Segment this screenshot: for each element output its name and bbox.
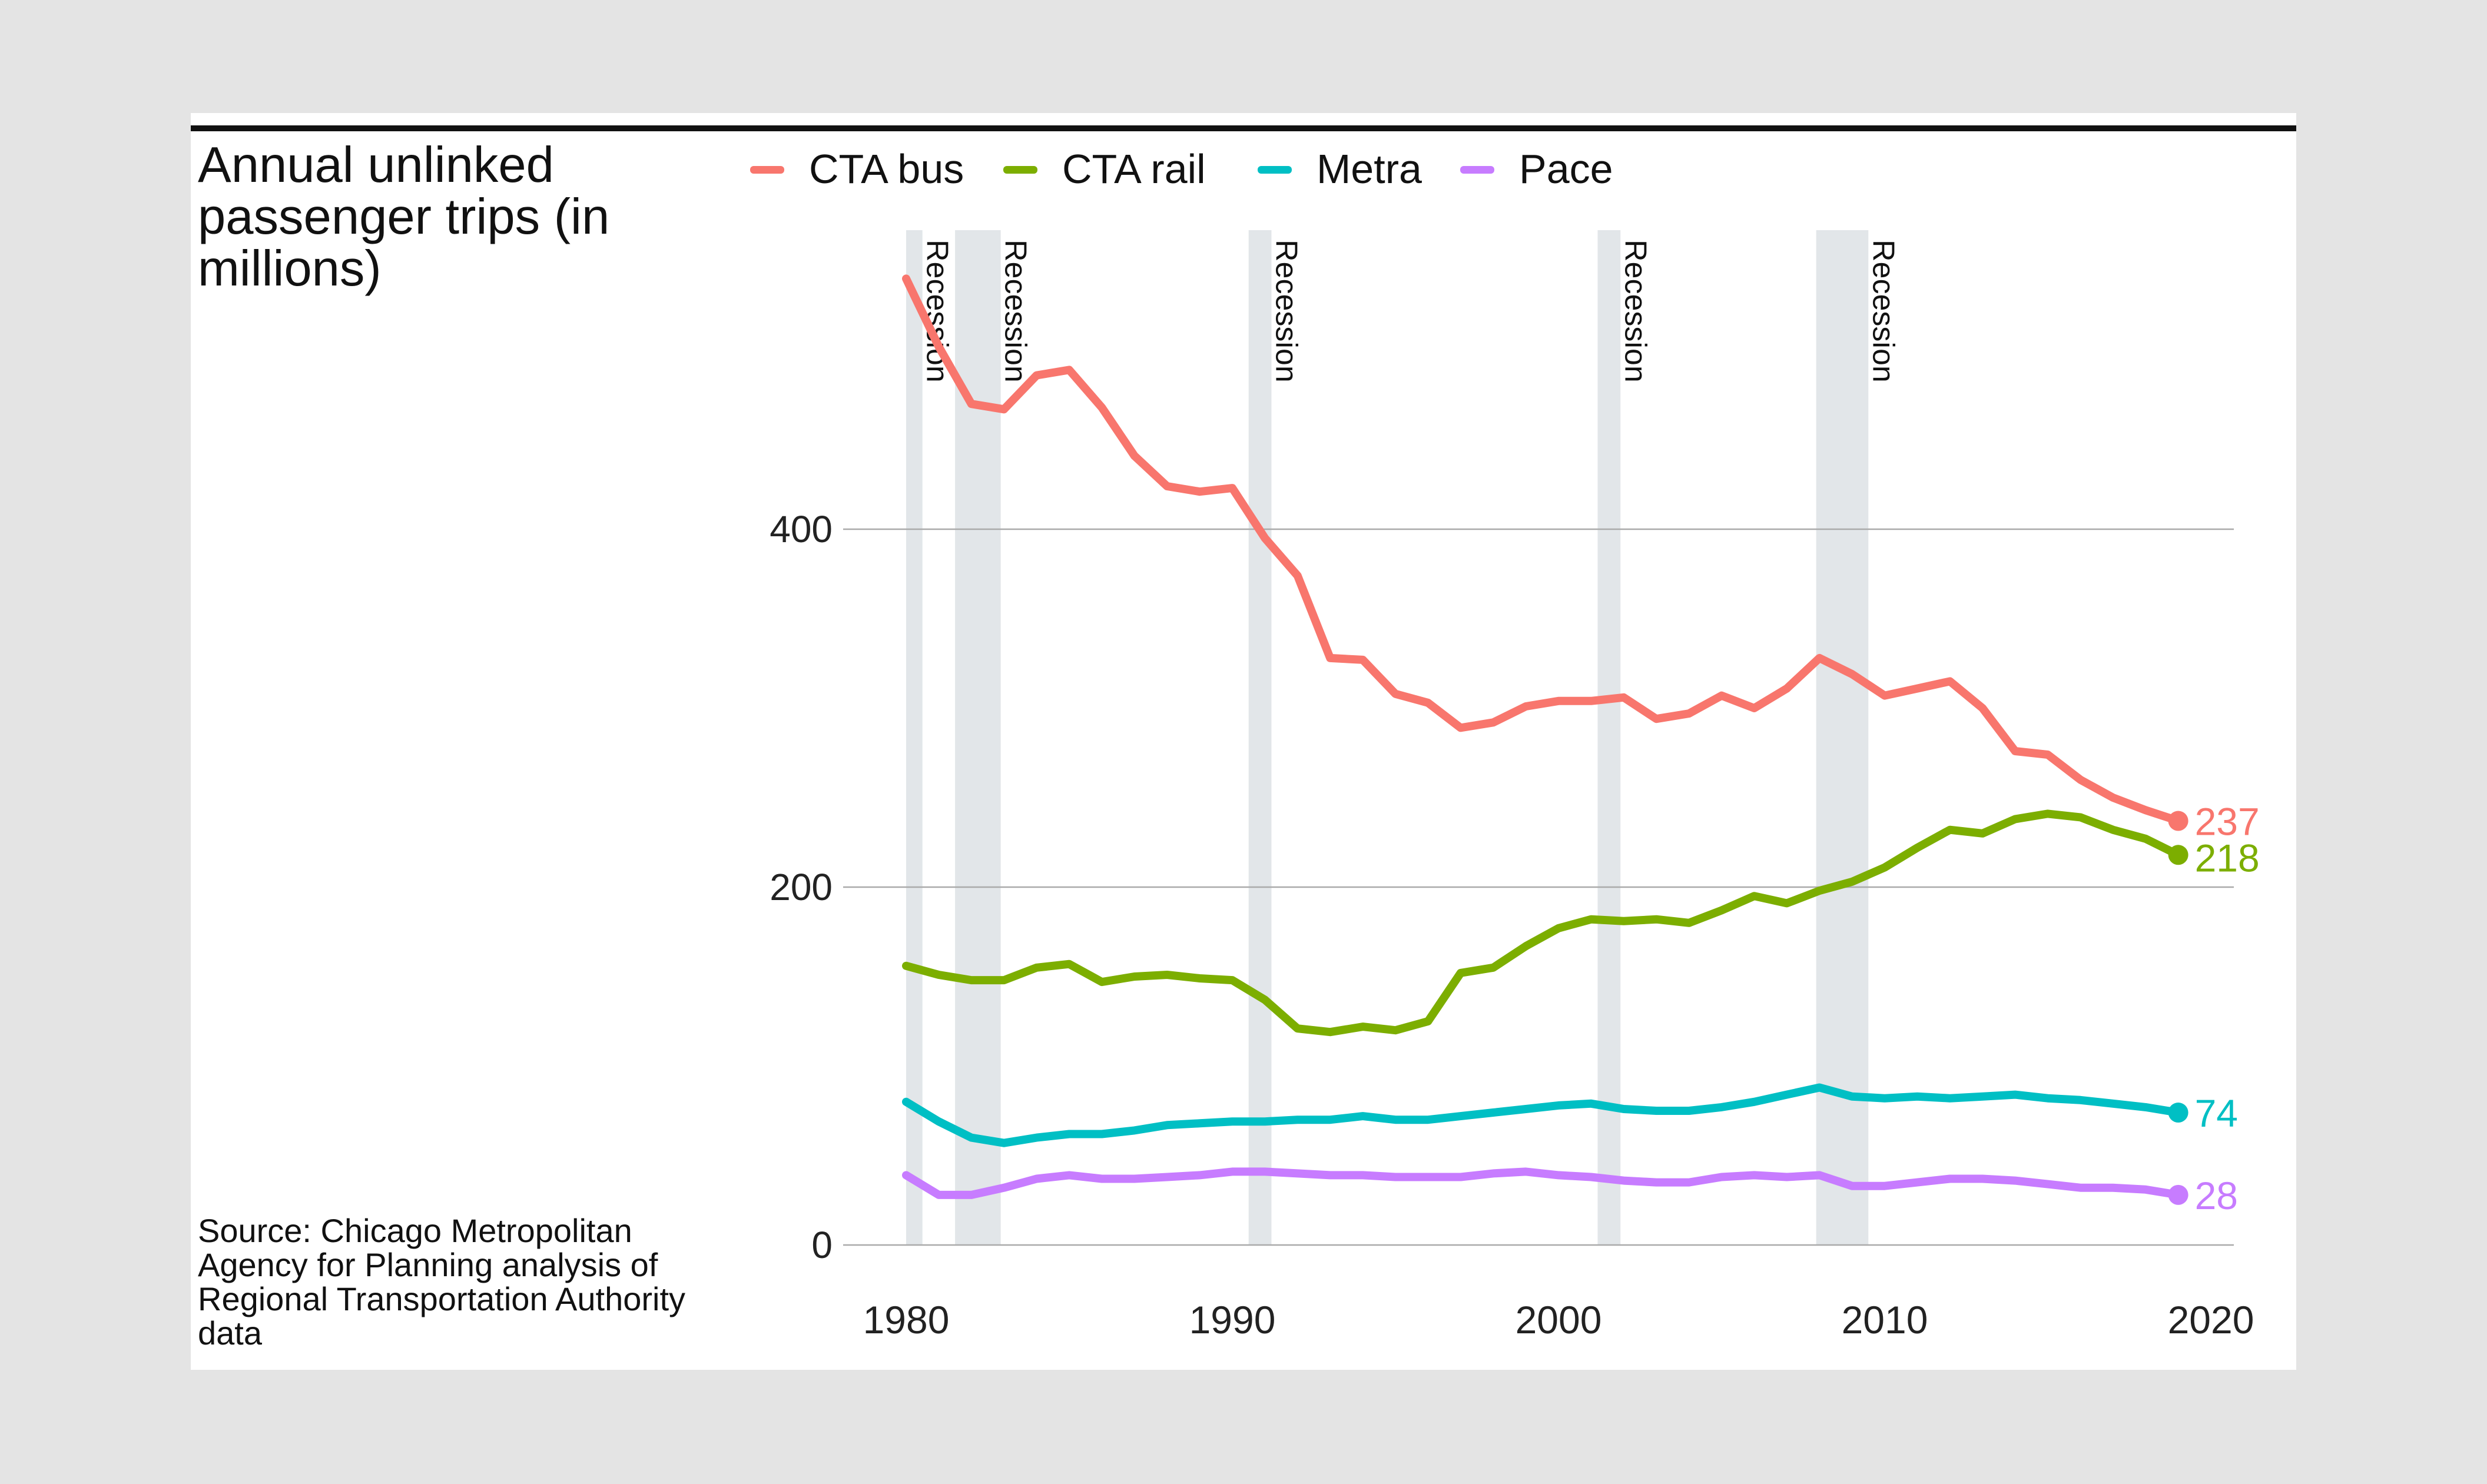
series-line-cta-bus bbox=[902, 274, 2183, 825]
x-tick-label: 1990 bbox=[1189, 1298, 1276, 1342]
series-end-label: 237 bbox=[2195, 800, 2260, 844]
legend-label: CTA bus bbox=[809, 146, 964, 192]
recession-label: Recession bbox=[1618, 240, 1652, 383]
recession-band bbox=[1597, 230, 1621, 1245]
legend-label: Metra bbox=[1317, 146, 1422, 192]
series-end-point bbox=[2168, 811, 2188, 831]
legend-label: Pace bbox=[1519, 146, 1613, 192]
recession-band bbox=[906, 230, 923, 1245]
y-tick-label: 0 bbox=[811, 1224, 833, 1266]
recession-band bbox=[1248, 230, 1272, 1245]
source-line: data bbox=[198, 1314, 262, 1352]
chart-title-line: millions) bbox=[198, 241, 382, 297]
source-line: Agency for Planning analysis of bbox=[198, 1246, 658, 1283]
chart-card: Annual unlinked passenger trips (in mill… bbox=[191, 113, 2296, 1370]
legend-swatch bbox=[1460, 166, 1494, 174]
source-line: Source: Chicago Metropolitan bbox=[198, 1212, 632, 1249]
chart-title-line: Annual unlinked bbox=[198, 137, 554, 193]
recession-band bbox=[1816, 230, 1869, 1245]
series-end-label: 28 bbox=[2195, 1174, 2238, 1217]
source-line: Regional Transportation Authority bbox=[198, 1280, 686, 1317]
series-end-point bbox=[2168, 1184, 2188, 1205]
series-end-label: 218 bbox=[2195, 836, 2260, 879]
x-tick-label: 2000 bbox=[1516, 1298, 1602, 1342]
series-line-pace bbox=[902, 1167, 2183, 1199]
x-tick-label: 2020 bbox=[2168, 1298, 2254, 1342]
legend-swatch bbox=[1258, 166, 1292, 174]
chart-title-line: passenger trips (in bbox=[198, 189, 610, 245]
legend-swatch bbox=[750, 166, 784, 174]
line-chart: 0 200 400 1980 1990 2000 2010 2020 Recession Rece… bbox=[770, 230, 2260, 1342]
legend-swatch bbox=[1003, 166, 1037, 174]
x-tick-label: 2010 bbox=[1842, 1298, 1928, 1342]
top-rule bbox=[191, 125, 2296, 131]
y-tick-label: 400 bbox=[770, 508, 833, 550]
x-tick-label: 1980 bbox=[863, 1298, 950, 1342]
recession-label: Recession bbox=[999, 240, 1033, 383]
legend-label: CTA rail bbox=[1062, 146, 1206, 192]
series-line-cta-rail bbox=[902, 809, 2183, 1037]
series-end-point bbox=[2168, 1103, 2188, 1123]
series-end-point bbox=[2168, 845, 2188, 865]
series-line-metra bbox=[902, 1083, 2183, 1147]
recession-label: Recession bbox=[1269, 240, 1303, 383]
recession-band bbox=[955, 230, 1001, 1245]
recession-label: Recession bbox=[1866, 240, 1900, 383]
series-end-label: 74 bbox=[2195, 1091, 2238, 1135]
y-tick-label: 200 bbox=[770, 866, 833, 908]
